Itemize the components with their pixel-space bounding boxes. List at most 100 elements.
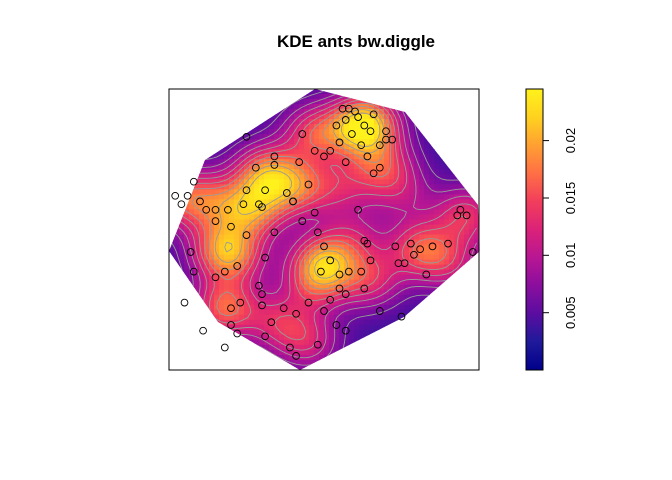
density-cell: [304, 119, 310, 125]
density-cell: [259, 179, 265, 185]
density-cell: [199, 279, 205, 286]
density-cell: [424, 224, 430, 231]
density-cell: [429, 149, 435, 155]
density-cell: [364, 309, 370, 316]
density-cell: [249, 134, 255, 140]
density-cell: [249, 304, 255, 311]
density-cell: [309, 294, 315, 301]
colorbar-fill: [526, 89, 543, 370]
density-cell: [414, 254, 420, 261]
density-cell: [289, 319, 295, 326]
density-cell: [399, 229, 405, 236]
density-cell: [354, 139, 360, 145]
density-cell: [359, 214, 365, 221]
density-cell: [409, 284, 415, 291]
density-cell: [199, 199, 205, 206]
density-cell: [364, 254, 370, 261]
density-cell: [224, 244, 230, 251]
density-cell: [334, 339, 340, 346]
density-cell: [239, 209, 245, 216]
density-cell: [199, 284, 205, 291]
density-cell: [334, 329, 340, 336]
density-cell: [284, 179, 290, 185]
density-cell: [364, 289, 370, 296]
ant-nest-point: [382, 127, 390, 136]
density-cell: [354, 164, 360, 170]
density-cell: [194, 239, 200, 246]
density-cell: [329, 124, 335, 130]
density-cell: [259, 324, 265, 331]
density-cell: [434, 239, 440, 246]
density-cell: [364, 224, 370, 231]
density-cell: [404, 304, 410, 311]
density-cell: [259, 174, 265, 180]
density-cell: [344, 309, 350, 316]
density-cell: [359, 119, 365, 125]
density-cell: [239, 304, 245, 311]
density-cell: [419, 264, 425, 271]
density-cell: [219, 154, 225, 160]
density-cell: [424, 174, 430, 180]
density-cell: [244, 299, 250, 306]
density-cell: [279, 294, 285, 301]
density-cell: [364, 109, 370, 115]
density-cell: [439, 199, 445, 206]
density-cell: [254, 249, 260, 256]
density-cell: [439, 164, 445, 170]
density-cell: [299, 339, 305, 346]
density-cell: [279, 239, 285, 246]
density-cell: [284, 214, 290, 221]
density-cell: [254, 274, 260, 281]
density-cell: [394, 209, 400, 216]
density-cell: [429, 194, 435, 200]
density-cell: [464, 194, 470, 200]
density-cell: [279, 324, 285, 331]
density-cell: [294, 144, 300, 150]
density-cell: [254, 314, 260, 321]
density-cell: [369, 249, 375, 256]
density-cell: [309, 164, 315, 170]
density-cell: [279, 249, 285, 256]
density-cell: [359, 199, 365, 206]
density-cell: [264, 194, 270, 200]
density-cell: [309, 179, 315, 185]
density-cell: [274, 239, 280, 246]
density-cell: [354, 174, 360, 180]
density-cell: [374, 304, 380, 311]
density-cell: [244, 229, 250, 236]
density-cell: [359, 124, 365, 130]
density-cell: [389, 319, 395, 326]
ant-nest-point: [428, 242, 437, 251]
density-cell: [454, 264, 460, 271]
density-cell: [419, 179, 425, 185]
density-cell: [344, 219, 350, 226]
density-cell: [409, 139, 415, 145]
density-cell: [279, 254, 285, 261]
density-cell: [254, 184, 260, 190]
colorbar-tick-label: 0.015: [563, 182, 578, 215]
ant-nest-point: [341, 290, 350, 298]
density-cell: [279, 339, 285, 346]
density-cell: [204, 294, 210, 301]
density-cell: [294, 254, 300, 261]
density-cell: [209, 204, 215, 211]
density-cell: [344, 229, 350, 236]
density-cell: [289, 194, 295, 200]
density-cell: [239, 214, 245, 221]
density-cell: [209, 239, 215, 246]
density-cell: [294, 159, 300, 165]
density-cell: [364, 119, 370, 125]
density-cell: [439, 159, 445, 165]
density-cell: [284, 269, 290, 276]
density-cell: [319, 199, 325, 206]
density-cell: [269, 339, 275, 346]
density-cell: [224, 309, 230, 316]
ant-nest-point: [391, 242, 400, 251]
density-cell: [284, 334, 290, 341]
density-cell: [359, 169, 365, 175]
density-cell: [419, 279, 425, 286]
density-cell: [229, 159, 235, 165]
density-cell: [459, 229, 465, 236]
density-cell: [384, 199, 390, 206]
density-cell: [339, 234, 345, 241]
